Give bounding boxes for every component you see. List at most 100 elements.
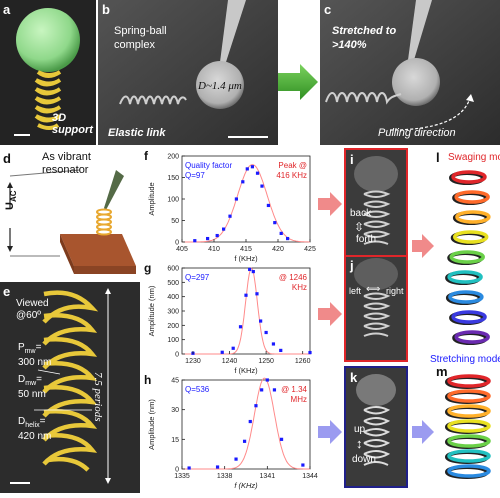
panel-k-frame: k up ↕ down <box>344 366 408 488</box>
left-label: left <box>349 286 362 296</box>
peak-unit: KHz <box>292 283 307 292</box>
data-point <box>264 330 268 335</box>
support-label: 3D support <box>52 112 93 136</box>
swaging-coil <box>445 170 491 345</box>
data-point <box>245 167 249 171</box>
left-right-arrow-icon: ⟺ <box>366 284 381 295</box>
data-point <box>279 437 284 441</box>
x-tick-label: 405 <box>176 246 188 253</box>
panel-d-schematic: d As vibrant resonator UAC <box>0 148 140 278</box>
data-point <box>265 378 269 382</box>
lavender-arrow-h <box>318 420 342 444</box>
q-label: Q=97 <box>185 171 205 180</box>
peak-value: @ 1246 <box>279 273 308 282</box>
right-label: right <box>386 286 404 296</box>
data-point <box>255 292 259 296</box>
panel-a-image: a 3D support <box>0 0 96 145</box>
stretched-spring <box>325 92 402 105</box>
voltage-subscript: AC <box>9 190 19 203</box>
x-tick-label: 1335 <box>174 473 190 480</box>
y-tick-label: 30 <box>171 407 179 414</box>
x-tick-label: 410 <box>208 246 220 253</box>
panel-b-image: b Spring-ball complex D~1.4 μm Elastic l… <box>98 0 278 145</box>
dmw-symbol: D <box>18 374 26 385</box>
y-axis-label: Amplitude (nm) <box>147 285 156 336</box>
data-point <box>187 466 191 470</box>
data-point <box>234 457 238 461</box>
data-point <box>206 236 210 241</box>
coil-loop <box>447 464 491 478</box>
y-tick-label: 600 <box>167 266 179 273</box>
x-tick-label: 1341 <box>260 473 276 480</box>
y-tick-label: 0 <box>175 352 179 359</box>
coil-loop <box>448 290 484 304</box>
data-point <box>222 227 226 231</box>
data-point <box>286 236 290 241</box>
x-tick-label: 1250 <box>258 358 274 365</box>
pmw-label: Pmw= 300 nm <box>18 342 51 368</box>
helix-rendering <box>42 290 99 472</box>
data-point <box>279 348 283 353</box>
data-point <box>238 325 243 329</box>
green-arrow <box>278 64 318 100</box>
coil-loop <box>447 374 491 388</box>
panel-letter-c: c <box>324 2 332 17</box>
q-label: Q=297 <box>185 273 210 282</box>
substrate <box>60 234 136 266</box>
data-point <box>308 350 312 355</box>
periods-label: 7.5 periods <box>92 372 104 422</box>
fit-curve <box>182 267 310 355</box>
panel-letter-l: l <box>436 150 440 165</box>
data-point <box>220 350 224 354</box>
x-axis-label: f (KHz) <box>234 366 258 375</box>
helix-support <box>34 70 62 130</box>
dmw-value: 50 nm <box>18 389 46 400</box>
resonator-schematic <box>7 169 136 274</box>
lavender-arrow-m <box>412 420 434 444</box>
x-tick-label: 420 <box>272 246 284 253</box>
sem-vibration-k <box>346 368 406 486</box>
y-tick-label: 150 <box>167 175 179 182</box>
pulling-direction-arrow <box>389 97 471 131</box>
coil-loop <box>451 310 487 324</box>
coil-loop <box>454 330 490 344</box>
x-tick-label: 1344 <box>302 473 318 480</box>
dhelix-label: Dhelix= 420 nm <box>18 416 51 442</box>
panel-letter-g: g <box>144 261 151 275</box>
data-point <box>266 203 270 208</box>
pmw-equals: = <box>35 342 42 353</box>
coil-loop <box>447 389 491 403</box>
up-label: up <box>354 424 366 435</box>
dmw-label: Dmw= 50 nm <box>18 374 46 400</box>
helix-coil <box>96 208 112 236</box>
data-point <box>273 221 277 225</box>
sem-spring-ball <box>98 0 278 145</box>
scale-bar <box>10 482 30 484</box>
pmw-value: 300 nm <box>18 357 52 368</box>
panel-letter-j: j <box>350 258 354 273</box>
ball <box>16 8 80 72</box>
y-tick-label: 200 <box>167 154 179 161</box>
coil-loop <box>447 270 483 284</box>
stretching-coil <box>445 374 491 479</box>
data-point <box>271 342 276 346</box>
data-point <box>301 463 305 467</box>
data-point <box>279 231 283 235</box>
x-tick-label: 1240 <box>222 358 238 365</box>
peak-value: @ 1.34 <box>281 385 307 394</box>
dmw-subscript: mw <box>25 380 37 387</box>
panel-letter-k: k <box>350 370 358 385</box>
panel-c-image: c Stretched to >140% Pulling direction <box>320 0 500 145</box>
coil-loop <box>454 190 490 204</box>
stretched-label: Stretched to >140% <box>332 25 397 51</box>
elastic-link-spring <box>119 95 187 105</box>
voltage-symbol: U <box>4 202 16 210</box>
data-point <box>259 319 263 323</box>
y-tick-label: 0 <box>175 240 179 247</box>
data-point <box>228 214 232 218</box>
fit-curve <box>182 377 310 470</box>
data-point <box>231 346 235 350</box>
coil-loop <box>447 404 491 418</box>
forth-label: forth <box>356 234 377 245</box>
data-point <box>242 439 247 443</box>
